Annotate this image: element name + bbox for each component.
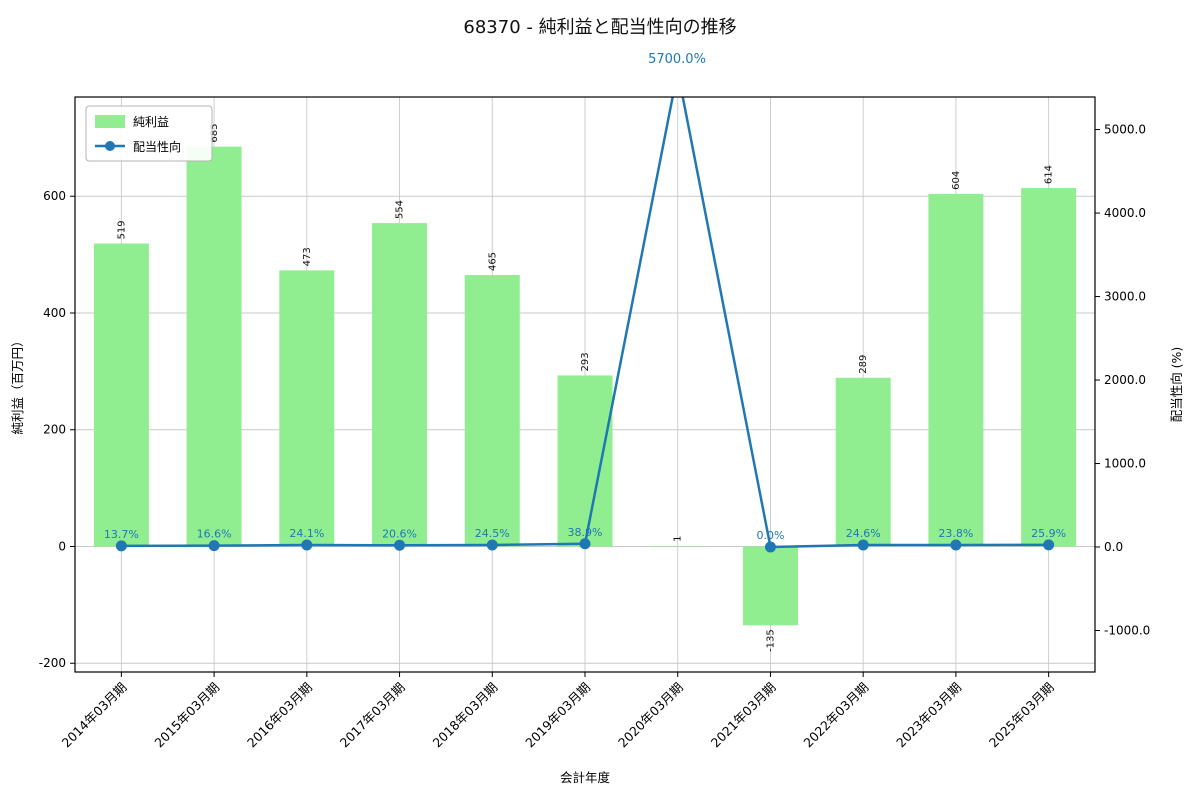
left-axis: -200 0 200 400 600 [39,189,75,670]
bar-value-label: 293 [580,352,591,371]
x-tick-label: 2020年03月期 [615,680,686,751]
right-tick-label: 1000.0 [1104,457,1146,471]
legend-bar-swatch [95,115,125,128]
bar-value-label: 554 [395,200,406,219]
payout-marker [857,539,869,551]
right-axis-title: 配当性向 (%) [1169,347,1184,423]
right-tick-label: 0.0 [1104,540,1123,554]
right-tick-label: 5000.0 [1104,123,1146,137]
payout-value-label: 38.9% [568,526,603,539]
x-tick-label: 2022年03月期 [800,680,871,751]
x-tick-label: 2016年03月期 [244,680,315,751]
payout-marker [950,539,962,551]
bar-value-label: 473 [302,247,313,266]
payout-value-label: 20.6% [382,527,417,540]
x-tick-label: 2017年03月期 [337,680,408,751]
profit-bar [279,270,335,547]
bar-value-label: 519 [116,220,127,239]
x-tick-label: 2021年03月期 [708,680,779,751]
payout-value-label: 16.6% [197,528,232,541]
legend-marker-swatch [105,141,115,151]
bar-value-label: 614 [1044,165,1055,184]
x-tick-label: 2015年03月期 [151,680,222,751]
x-tick-label: 2025年03月期 [986,680,1057,751]
profit-bar [928,193,984,547]
profit-bar [464,275,520,547]
payout-value-label: 23.8% [938,527,973,540]
payout-marker [208,540,220,552]
x-axis: 2014年03月期 2015年03月期 2016年03月期 2017年03月期 2018… [59,672,1057,750]
profit-bars [93,146,1077,626]
payout-value-labels: 13.7% 16.6% 24.1% 20.6% 24.5% 38.9% 0.0% 24.6% 2… [104,526,1066,542]
payout-marker [301,539,313,551]
x-axis-title: 会計年度 [560,770,611,785]
left-tick-label: 600 [43,189,66,203]
bar-value-labels: 519 685 473 554 465 293 1 -135 289 604 614 [116,124,1054,652]
legend-label-profit: 純利益 [133,115,169,129]
x-tick-label: 2023年03月期 [893,680,964,751]
left-tick-label: 0 [58,539,66,553]
profit-bar [835,377,891,547]
right-tick-label: 2000.0 [1104,373,1146,387]
payout-line-group [115,66,1055,553]
right-tick-label: 4000.0 [1104,206,1146,220]
x-tick-label: 2014年03月期 [59,680,130,751]
payout-value-label: 0.0% [756,529,784,542]
payout-value-label: 13.7% [104,528,139,541]
profit-bar [742,546,798,626]
left-tick-label: 200 [43,423,66,437]
payout-value-label: 25.9% [1031,527,1066,540]
payout-marker [579,538,591,550]
bar-value-label: 604 [951,171,962,190]
payout-marker [764,541,776,553]
legend-label-payout: 配当性向 [133,139,181,154]
payout-marker [672,66,683,77]
profit-bar [1021,188,1077,547]
profit-bar [372,223,428,547]
bar-value-label: 465 [487,252,498,271]
bar-value-label: 289 [858,355,869,374]
bar-value-label: 1 [673,536,684,542]
payout-value-label: 24.1% [289,527,324,540]
peak-annotation: 5700.0% [648,52,706,67]
profit-bar [557,375,613,547]
bar-value-label: -135 [765,629,776,652]
chart-title: 68370 - 純利益と配当性向の推移 [463,17,737,38]
profit-bar [186,146,242,547]
right-axis: -1000.0 0.0 1000.0 2000.0 3000.0 4000.0 5000.0 [1095,123,1150,638]
right-tick-label: -1000.0 [1104,624,1150,638]
payout-value-label: 24.6% [846,527,881,540]
payout-marker [394,539,406,551]
x-tick-label: 2018年03月期 [430,680,501,751]
payout-marker [486,539,498,551]
left-axis-title: 純利益（百万円） [10,334,25,434]
payout-value-label: 24.5% [475,527,510,540]
payout-marker [1043,539,1055,551]
bar-value-label: 685 [209,124,220,143]
profit-bar [650,545,706,547]
payout-marker [115,540,127,552]
left-tick-label: 400 [43,306,66,320]
profit-bar [93,243,149,547]
right-tick-label: 3000.0 [1104,290,1146,304]
x-tick-label: 2019年03月期 [522,680,593,751]
left-tick-label: -200 [39,656,66,670]
